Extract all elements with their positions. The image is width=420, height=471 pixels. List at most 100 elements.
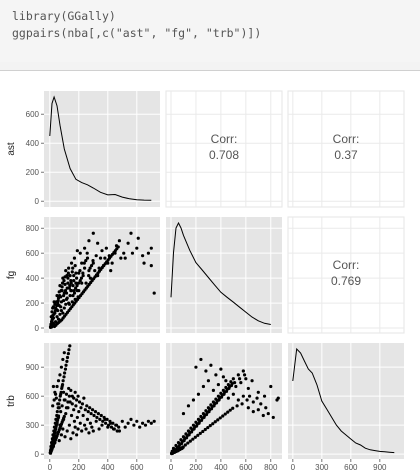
- scatter-point: [216, 418, 220, 422]
- scatter-point: [70, 300, 74, 304]
- y-tick-label-fg: 800: [26, 224, 40, 233]
- scatter-point: [201, 384, 206, 389]
- scatter-point: [74, 271, 78, 275]
- scatter-point: [236, 373, 240, 377]
- scatter-point: [59, 308, 64, 313]
- scatter-point: [135, 246, 139, 250]
- scatter-point: [86, 410, 90, 414]
- scatter-point: [229, 383, 234, 388]
- scatter-point: [72, 288, 76, 293]
- scatter-point: [188, 439, 192, 443]
- x-tick-label-fg: 400: [214, 463, 228, 471]
- scatter-point: [59, 433, 64, 437]
- scatter-point: [67, 386, 71, 391]
- y-tick-label-ast: 600: [26, 110, 40, 119]
- scatter-point: [191, 398, 196, 402]
- scatter-point: [89, 264, 94, 268]
- scatter-point: [49, 320, 54, 324]
- scatter-point: [90, 425, 94, 429]
- density-curve-fg: [170, 221, 271, 325]
- scatter-point: [182, 439, 186, 443]
- x-tick-label-trb: 900: [373, 463, 387, 471]
- scatter-point: [110, 261, 114, 265]
- scatter-point: [75, 249, 79, 253]
- scatter-point: [60, 285, 64, 289]
- density-curve-ast: [49, 95, 152, 201]
- scatter-point: [221, 375, 225, 379]
- scatter-point: [89, 411, 93, 416]
- y-tick-label-fg: 600: [26, 249, 40, 258]
- scatter-point: [70, 270, 74, 274]
- scatter-point: [74, 281, 78, 285]
- corr-label-ast-trb: Corr:: [333, 132, 360, 146]
- panel-ast-ast: [44, 91, 160, 207]
- scatter-point: [69, 281, 73, 285]
- scatter-point: [99, 413, 103, 418]
- scatter-point: [65, 286, 69, 290]
- scatter-point: [109, 425, 114, 429]
- scatter-point: [82, 396, 86, 400]
- scatter-point: [61, 311, 65, 315]
- scatter-point: [71, 293, 75, 298]
- scatter-point: [183, 443, 187, 447]
- scatter-point: [62, 279, 66, 283]
- scatter-point: [115, 429, 119, 433]
- y-tick-label-trb: 900: [26, 363, 40, 372]
- scatter-point: [75, 398, 79, 402]
- scatter-point: [250, 379, 254, 383]
- scatter-point: [129, 231, 133, 235]
- y-tick-label-ast: 200: [26, 168, 40, 177]
- scatter-point: [149, 421, 153, 425]
- scatter-point: [276, 396, 280, 400]
- scatter-point: [143, 423, 148, 427]
- scatter-point: [81, 274, 85, 278]
- scatter-point: [63, 288, 68, 293]
- scatter-point: [76, 427, 80, 431]
- scatter-point: [55, 293, 59, 298]
- scatter-point: [59, 300, 64, 304]
- scatter-point: [104, 246, 108, 250]
- scatter-point: [141, 421, 145, 425]
- scatter-point: [245, 398, 249, 402]
- scatter-point: [61, 293, 66, 298]
- scatter-point: [55, 384, 59, 389]
- scatter-point: [55, 315, 59, 319]
- scatter-point: [85, 417, 90, 421]
- scatter-point: [146, 419, 150, 423]
- scatter-point: [91, 429, 95, 433]
- scatter-point: [65, 274, 69, 278]
- scatter-point: [88, 406, 92, 410]
- scatter-point: [67, 394, 71, 398]
- scatter-point: [181, 411, 186, 416]
- scatter-point: [80, 429, 84, 433]
- scatter-point: [72, 419, 77, 423]
- scatter-point: [228, 408, 232, 412]
- scatter-point: [57, 439, 61, 443]
- scatter-point: [69, 437, 73, 441]
- scatter-point: [103, 256, 107, 260]
- y-axis-label-fg: fg: [6, 271, 17, 279]
- scatter-point: [231, 377, 235, 381]
- scatter-point: [52, 398, 56, 402]
- code-line-2: ggpairs(nba[,c("ast", "fg", "trb")]): [12, 26, 262, 40]
- x-tick-label-fg: 0: [169, 463, 174, 471]
- scatter-point: [64, 269, 68, 273]
- scatter-point: [100, 423, 104, 427]
- scatter-point: [56, 406, 60, 410]
- scatter-point: [80, 261, 84, 265]
- y-tick-label-trb: 300: [26, 421, 40, 430]
- scatter-point: [237, 377, 242, 381]
- x-tick-label-ast: 200: [72, 463, 86, 471]
- scatter-point: [120, 419, 124, 423]
- scatter-point: [94, 419, 98, 423]
- scatter-point: [75, 433, 79, 437]
- scatter-point: [129, 417, 133, 421]
- scatter-point: [106, 423, 111, 427]
- scatter-point: [64, 297, 69, 301]
- scatter-point: [126, 241, 130, 245]
- scatter-point: [58, 312, 62, 316]
- scatter-point: [79, 406, 83, 410]
- y-tick-label-ast: 0: [35, 197, 40, 206]
- figure-frame: Corr: 0.708 Corr: 0.37 Corr: 0.769 0 200 400 600 a…: [0, 70, 420, 471]
- scatter-point: [61, 390, 66, 394]
